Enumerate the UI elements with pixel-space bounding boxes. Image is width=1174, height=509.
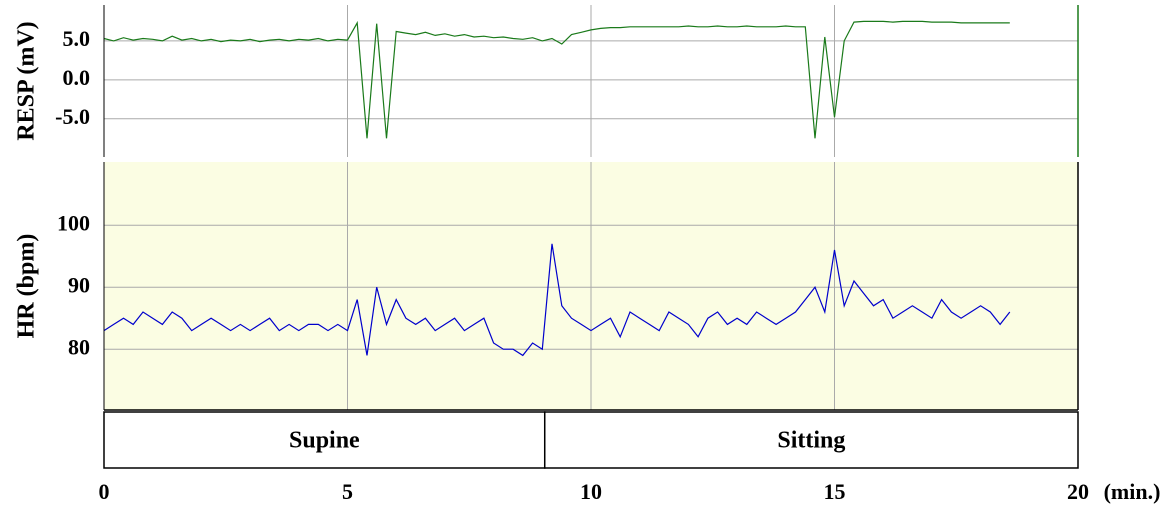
phase-label: Sitting	[777, 428, 845, 454]
phase-box	[543, 411, 1079, 469]
x-tick-label: 20	[1067, 479, 1089, 504]
phase-label: Supine	[289, 428, 360, 454]
y-tick-label: 5.0	[63, 26, 91, 51]
x-tick-label: 0	[99, 479, 110, 504]
y-tick-label: 0.0	[63, 65, 91, 90]
y-tick-label: 80	[68, 334, 90, 359]
signal-line	[103, 20, 1010, 139]
y-tick-label: -5.0	[55, 104, 90, 129]
x-tick-label: 5	[342, 479, 353, 504]
y-axis-label: RESP (mV)	[14, 21, 40, 140]
x-axis-label: (min.)	[1104, 479, 1161, 504]
phase-box	[103, 411, 546, 469]
signal-line	[103, 243, 1011, 357]
y-tick-label: 90	[68, 272, 90, 297]
x-tick-label: 10	[580, 479, 602, 504]
y-axis-label: HR (bpm)	[14, 234, 40, 339]
y-tick-label: 100	[57, 210, 90, 235]
x-tick-label: 15	[824, 479, 846, 504]
